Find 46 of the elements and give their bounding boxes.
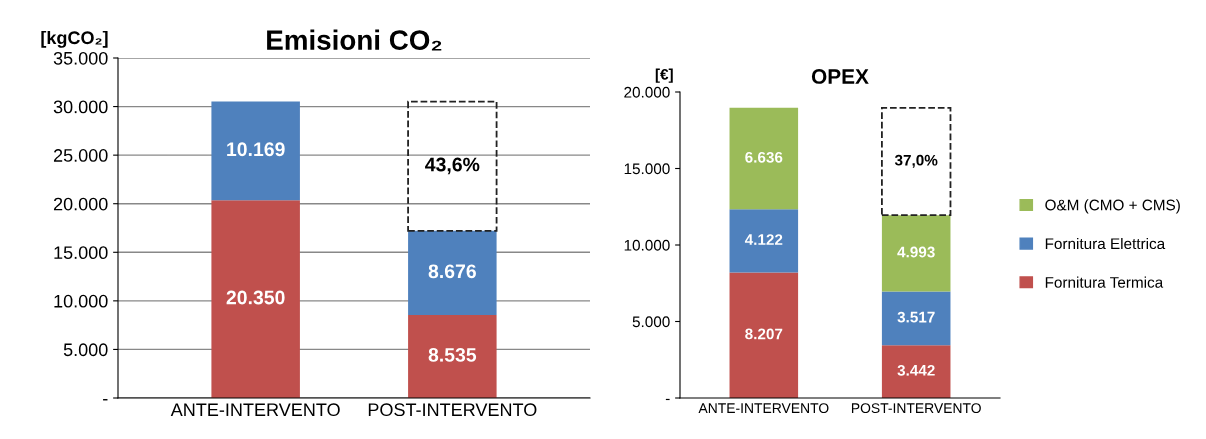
chart-title: OPEX <box>811 69 869 84</box>
annotation: 43,6% <box>425 157 480 175</box>
data-label: 3.442 <box>897 364 935 376</box>
data-label: 3.517 <box>897 311 935 323</box>
data-label: 8.535 <box>428 347 477 362</box>
bar <box>881 345 951 398</box>
y-tick-label: 20.000 <box>53 197 108 211</box>
legend-label: O&M (CMO + CMS) <box>1045 199 1180 214</box>
data-label: 6.636 <box>745 151 783 163</box>
y-axis-title: [kgCO₂] <box>41 30 108 48</box>
y-tick-label: 10.000 <box>624 239 670 251</box>
bar <box>729 272 799 398</box>
data-label: 8.676 <box>428 264 476 279</box>
bar <box>211 101 300 201</box>
y-tick-label: 15.000 <box>624 163 670 175</box>
y-tick-label: 25.000 <box>53 149 108 162</box>
chart-title: Emisioni CO₂ <box>267 29 442 51</box>
bar <box>729 107 799 210</box>
x-tick-label: POST-INTERVENTO <box>368 403 537 417</box>
x-tick-label: POST-INTERVENTO <box>851 403 981 414</box>
bar <box>729 209 799 273</box>
bar <box>408 230 497 316</box>
y-tick-label: 35.000 <box>53 51 108 65</box>
y-tick-label: - <box>103 399 108 401</box>
bar <box>408 315 497 398</box>
annotation: 37,0% <box>894 154 938 168</box>
data-label: 20.350 <box>226 290 285 305</box>
y-tick-label: 30.000 <box>53 100 108 114</box>
y-axis-title: [€] <box>655 68 673 83</box>
data-label: 4.993 <box>897 246 935 258</box>
y-tick-label: 20.000 <box>624 86 670 98</box>
legend-label: Fornitura Elettrica <box>1045 237 1166 250</box>
y-tick-label: 5.000 <box>63 343 108 357</box>
bar <box>211 200 300 398</box>
y-tick-label: - <box>665 398 670 401</box>
y-tick-label: 10.000 <box>54 294 108 308</box>
bar <box>881 291 951 346</box>
legend-label: Fornitura Termica <box>1045 276 1164 288</box>
data-label: 10.169 <box>227 142 285 157</box>
x-tick-label: ANTE-INTERVENTO <box>170 403 340 417</box>
bar <box>881 215 951 292</box>
y-tick-label: 5.000 <box>632 316 670 328</box>
x-tick-label: ANTE-INTERVENTO <box>698 403 829 414</box>
y-tick-label: 15.000 <box>54 246 108 260</box>
data-label: 8.207 <box>745 328 783 340</box>
data-label: 4.122 <box>744 234 783 245</box>
